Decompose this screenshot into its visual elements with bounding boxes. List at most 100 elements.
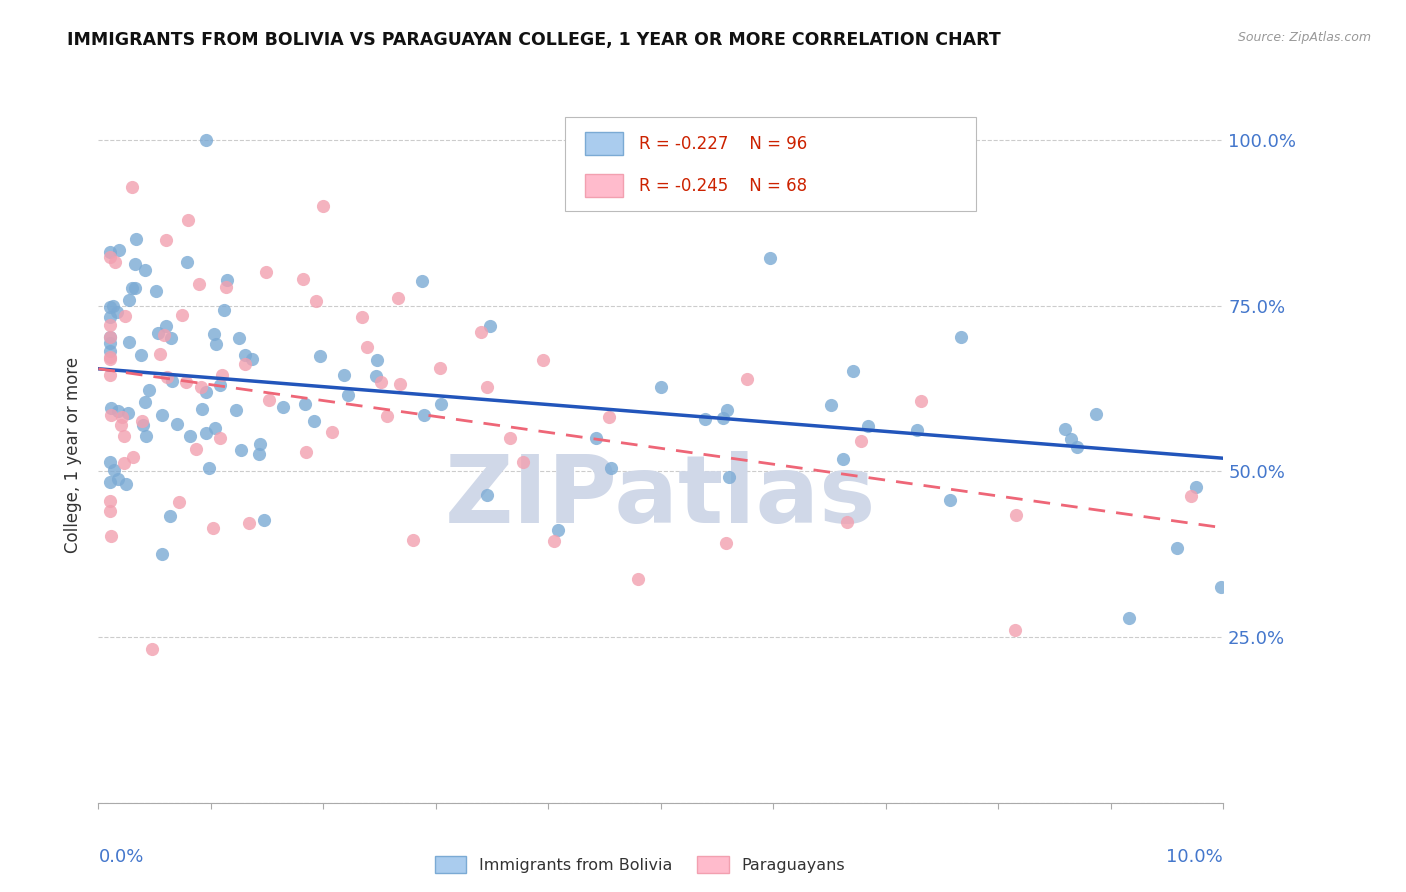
Point (208, 431, 231, 445)
Point (820, 398, 842, 412)
Point (98, 455, 121, 469)
Point (370, 375, 392, 389)
Point (247, 447, 270, 461)
Point (849, 434, 872, 448)
Point (98, 352, 121, 367)
Point (598, 410, 620, 425)
Point (124, 281, 146, 295)
Point (366, 353, 388, 368)
Point (195, 133, 218, 147)
Point (172, 308, 194, 322)
Point (271, 401, 294, 415)
Point (233, 357, 256, 371)
Point (201, 521, 224, 535)
Point (254, 265, 277, 279)
Point (939, 492, 962, 507)
Point (842, 364, 865, 378)
Point (650, 380, 672, 394)
Point (98, 318, 121, 332)
Text: IMMIGRANTS FROM BOLIVIA VS PARAGUAYAN COLLEGE, 1 YEAR OR MORE CORRELATION CHART: IMMIGRANTS FROM BOLIVIA VS PARAGUAYAN CO… (67, 31, 1001, 49)
Point (138, 383, 160, 397)
Point (98, 344, 121, 359)
Point (98, 310, 121, 324)
FancyBboxPatch shape (585, 174, 623, 197)
Point (114, 476, 136, 491)
Point (98, 368, 121, 382)
Point (166, 417, 188, 431)
Point (389, 377, 412, 392)
Point (187, 277, 209, 291)
Point (195, 384, 218, 399)
Point (294, 397, 316, 411)
Point (112, 429, 135, 443)
Point (205, 337, 228, 351)
Point (160, 331, 183, 345)
Point (124, 257, 146, 271)
Point (152, 328, 174, 343)
Point (121, 281, 143, 295)
Point (858, 418, 880, 433)
Point (304, 414, 326, 428)
Point (134, 263, 156, 277)
Point (100, 408, 122, 422)
Point (249, 437, 271, 451)
Point (114, 310, 136, 324)
Point (184, 442, 207, 456)
Point (1166, 541, 1188, 555)
Point (101, 299, 124, 313)
Point (107, 472, 129, 486)
Point (215, 273, 238, 287)
Point (155, 234, 177, 248)
Point (831, 451, 853, 466)
Point (228, 331, 250, 345)
Point (309, 349, 332, 363)
Text: R = -0.227    N = 96: R = -0.227 N = 96 (640, 135, 807, 153)
Point (132, 417, 155, 432)
Point (98, 330, 121, 344)
Point (98, 250, 121, 264)
Point (145, 285, 167, 299)
Point (195, 425, 218, 440)
Point (1118, 610, 1140, 624)
Point (499, 431, 522, 445)
Point (413, 408, 436, 422)
Point (149, 347, 172, 361)
Point (98, 329, 121, 343)
Point (105, 305, 128, 319)
Point (179, 429, 201, 443)
Point (100, 401, 122, 415)
Point (337, 388, 360, 402)
Point (295, 444, 318, 458)
Point (121, 179, 143, 194)
Point (364, 369, 387, 384)
Point (98, 494, 121, 508)
Point (141, 641, 163, 656)
Point (215, 279, 238, 293)
Point (291, 272, 314, 286)
Point (174, 375, 197, 389)
Point (312, 199, 335, 213)
Point (110, 418, 132, 433)
Point (211, 368, 233, 383)
Point (190, 379, 212, 393)
Point (135, 429, 157, 443)
Point (1004, 623, 1026, 637)
Point (716, 403, 738, 417)
Point (1209, 580, 1232, 594)
Text: R = -0.245    N = 68: R = -0.245 N = 68 (640, 177, 807, 194)
Point (238, 516, 260, 530)
Point (156, 370, 179, 384)
Point (209, 377, 232, 392)
Point (352, 310, 374, 325)
Point (150, 547, 173, 561)
Y-axis label: College, 1 year or more: College, 1 year or more (65, 357, 83, 553)
Point (714, 536, 737, 550)
Point (100, 529, 122, 543)
Point (735, 372, 758, 386)
Point (387, 291, 409, 305)
Legend: Immigrants from Bolivia, Paraguayans: Immigrants from Bolivia, Paraguayans (429, 849, 851, 880)
Point (176, 254, 198, 268)
Point (98, 335, 121, 350)
Point (402, 533, 425, 548)
Point (107, 404, 129, 418)
